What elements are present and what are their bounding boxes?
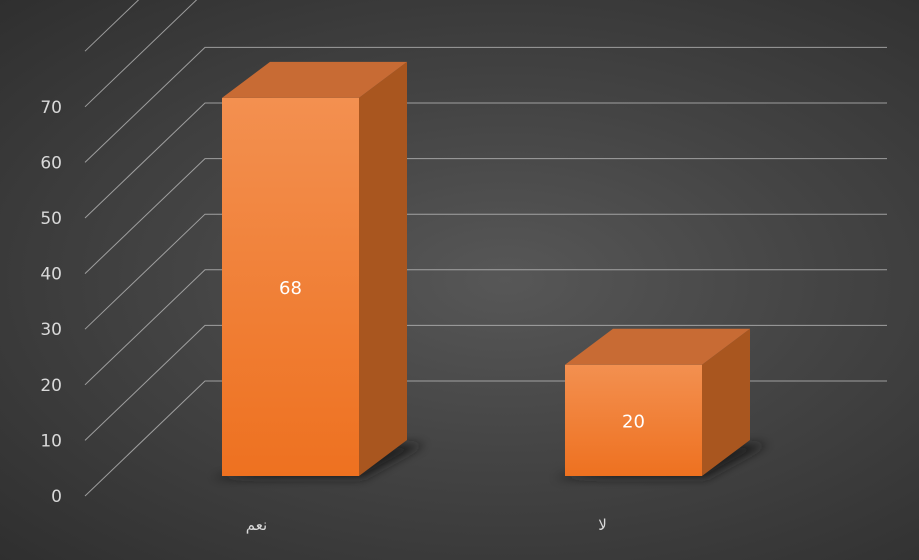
bar-top-face: [222, 61, 407, 98]
gridline: [84, 102, 887, 219]
bar-front-face: [565, 364, 702, 476]
y-tick-label: 20: [40, 376, 62, 396]
bars: 68 20: [210, 61, 768, 478]
bar-top-face: [565, 328, 750, 365]
y-tick-label: 10: [40, 431, 62, 451]
bar-front-face: [222, 97, 359, 477]
data-label: 20: [622, 411, 645, 432]
gridline: [84, 0, 140, 52]
y-axis-labels: 0 10 20 30 40 50 60 70: [40, 98, 62, 507]
y-tick-label: 40: [40, 265, 62, 285]
gridline: [84, 269, 887, 386]
bar-side-face: [702, 328, 750, 476]
gridline: [84, 380, 887, 497]
bar-1: 68: [210, 61, 425, 478]
gridlines: [84, 0, 887, 497]
y-tick-label: 30: [40, 320, 62, 340]
data-label: 68: [279, 278, 302, 299]
gridline: [84, 324, 887, 441]
y-tick-label: 60: [40, 153, 62, 173]
category-label: لا: [598, 516, 607, 534]
gridline: [84, 158, 887, 274]
gridline: [84, 46, 887, 163]
category-label: نعم: [246, 516, 267, 534]
bar-side-face: [359, 61, 407, 477]
gridline: [84, 0, 198, 108]
gridline: [84, 213, 887, 330]
y-tick-label: 70: [40, 98, 62, 118]
y-tick-label: 50: [40, 209, 62, 229]
bar-2: 20: [553, 328, 768, 478]
x-axis-labels: نعم لا: [246, 516, 607, 534]
y-tick-label: 0: [51, 487, 62, 507]
